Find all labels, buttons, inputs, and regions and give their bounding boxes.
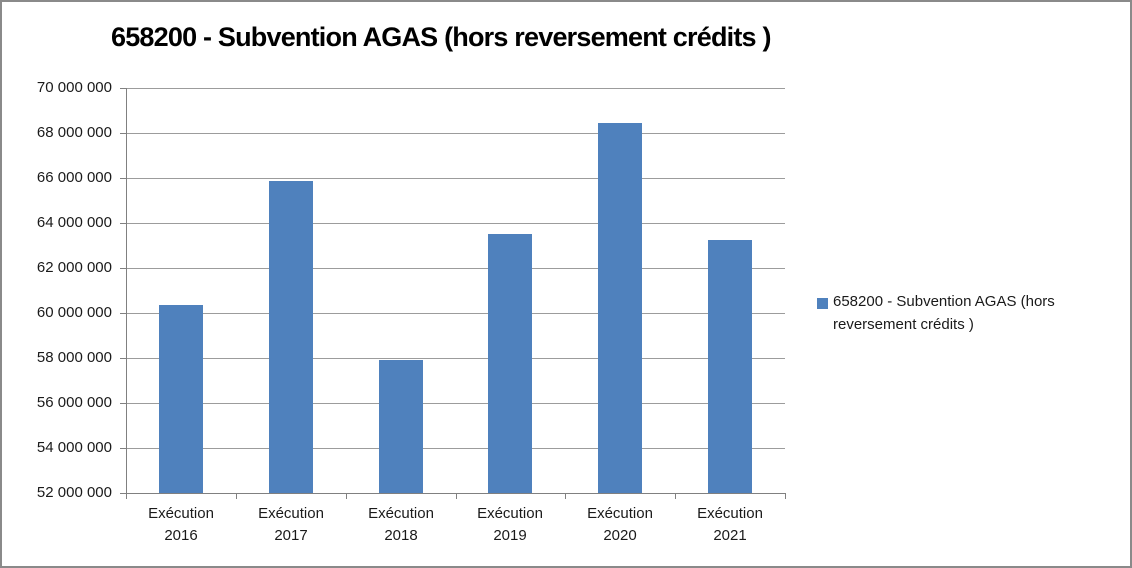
x-axis-label: Exécution 2021: [675, 503, 785, 547]
y-tick: [120, 88, 126, 89]
legend-swatch: [817, 298, 828, 309]
gridline: [126, 223, 785, 224]
x-axis-label: Exécution 2019: [455, 503, 565, 547]
y-axis-label: 68 000 000: [36, 124, 112, 141]
x-tick: [785, 494, 786, 499]
gridline: [126, 178, 785, 179]
y-axis: [126, 88, 127, 494]
x-tick: [456, 494, 457, 499]
y-axis-label: 60 000 000: [36, 304, 112, 321]
y-tick: [120, 223, 126, 224]
x-tick: [236, 494, 237, 499]
x-tick: [675, 494, 676, 499]
gridline: [126, 133, 785, 134]
x-axis-label-line2: 2016: [164, 527, 198, 544]
bar-execution-2021: [708, 240, 752, 493]
x-axis-label-line1: Exécution: [258, 505, 324, 522]
y-axis-label: 64 000 000: [36, 214, 112, 231]
legend-label-line1: 658200 - Subvention AGAS (hors: [833, 293, 1055, 310]
bar-execution-2016: [159, 305, 203, 493]
y-axis-label: 56 000 000: [36, 394, 112, 411]
x-axis-label-line1: Exécution: [587, 505, 653, 522]
x-axis-label-line2: 2019: [493, 527, 527, 544]
chart-title: 658200 - Subvention AGAS (hors reverseme…: [111, 22, 771, 52]
x-axis-label-line1: Exécution: [477, 505, 543, 522]
x-tick: [565, 494, 566, 499]
x-axis-label-line1: Exécution: [148, 505, 214, 522]
x-axis-label: Exécution 2018: [346, 503, 456, 547]
x-axis-label-line2: 2021: [713, 527, 747, 544]
gridline: [126, 313, 785, 314]
bar-execution-2017: [269, 181, 313, 493]
y-axis-label: 54 000 000: [36, 439, 112, 456]
bar-execution-2018: [379, 360, 423, 493]
y-axis-label: 66 000 000: [36, 169, 112, 186]
legend-label-line2: reversement crédits ): [833, 316, 974, 333]
bar-execution-2019: [488, 234, 532, 493]
y-tick: [120, 448, 126, 449]
y-tick: [120, 133, 126, 134]
plot-area: [126, 88, 785, 493]
gridline: [126, 88, 785, 89]
gridline: [126, 358, 785, 359]
legend-label: 658200 - Subvention AGAS (hors reverseme…: [833, 290, 1117, 336]
x-axis-label-line1: Exécution: [697, 505, 763, 522]
y-axis-label: 58 000 000: [36, 349, 112, 366]
gridline: [126, 448, 785, 449]
x-tick: [346, 494, 347, 499]
x-axis-label-line2: 2017: [274, 527, 308, 544]
y-axis-label: 62 000 000: [36, 259, 112, 276]
x-axis-label: Exécution 2016: [126, 503, 236, 547]
y-tick: [120, 178, 126, 179]
y-tick: [120, 268, 126, 269]
x-axis-label-line2: 2018: [384, 527, 418, 544]
y-axis-label: 52 000 000: [36, 484, 112, 501]
gridline: [126, 403, 785, 404]
y-tick: [120, 358, 126, 359]
y-tick: [120, 403, 126, 404]
x-tick: [126, 494, 127, 499]
x-axis-label-line2: 2020: [603, 527, 637, 544]
x-axis: [126, 493, 786, 494]
y-axis-label: 70 000 000: [36, 79, 112, 96]
y-tick: [120, 493, 126, 494]
bar-execution-2020: [598, 123, 642, 493]
x-axis-label-line1: Exécution: [368, 505, 434, 522]
gridline: [126, 268, 785, 269]
y-tick: [120, 313, 126, 314]
x-axis-label: Exécution 2017: [236, 503, 346, 547]
x-axis-label: Exécution 2020: [565, 503, 675, 547]
